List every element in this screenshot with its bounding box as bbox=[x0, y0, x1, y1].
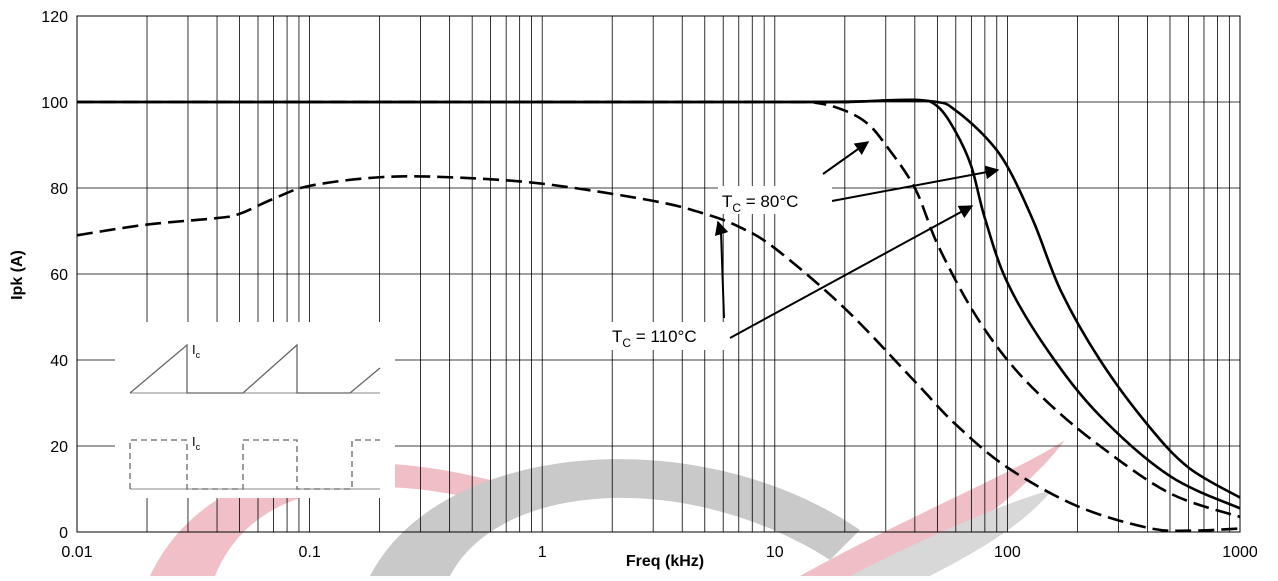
x-tick-label: 10 bbox=[766, 544, 784, 561]
x-tick-label: 0.01 bbox=[61, 544, 92, 561]
x-tick-label: 100 bbox=[994, 544, 1021, 561]
inset-label: Ic bbox=[192, 342, 201, 360]
y-tick-label: 0 bbox=[59, 525, 68, 542]
y-tick-label: 60 bbox=[50, 267, 68, 284]
annotation-arrows bbox=[714, 141, 1000, 339]
y-tick-label: 80 bbox=[50, 181, 68, 198]
series-line bbox=[77, 98, 1241, 510]
x-tick-label: 0.1 bbox=[298, 544, 320, 561]
x-tick-label: 1 bbox=[538, 544, 547, 561]
x-axis-label: Freq (kHz) bbox=[626, 553, 704, 570]
annotation: TC = 110°C bbox=[612, 327, 697, 350]
annotation: TC = 80°C bbox=[722, 192, 798, 215]
y-tick-label: 120 bbox=[41, 9, 68, 26]
y-axis-label: Ipk (A) bbox=[9, 250, 26, 300]
x-tick-label: 1000 bbox=[1222, 544, 1258, 561]
inset-label: Ic bbox=[192, 434, 201, 452]
waveform-inset: Ic Ic bbox=[115, 322, 395, 498]
series-line bbox=[76, 100, 1241, 519]
plot-lines bbox=[76, 98, 1241, 533]
y-tick-label: 20 bbox=[50, 439, 68, 456]
y-tick-label: 100 bbox=[41, 95, 68, 112]
y-tick-label: 40 bbox=[50, 353, 68, 370]
